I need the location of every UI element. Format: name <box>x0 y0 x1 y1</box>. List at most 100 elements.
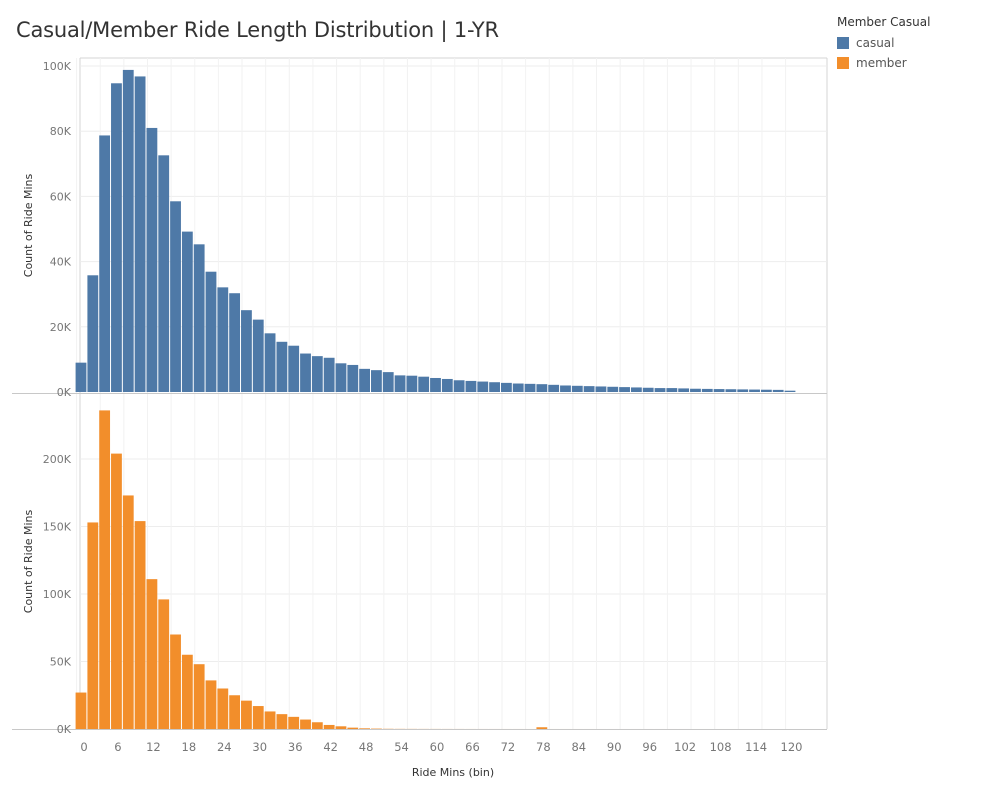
bar-casual-12[interactable]: 12: 81000 <box>146 127 158 392</box>
bar-member-30[interactable]: 30: 17000 <box>252 706 264 729</box>
bar-member-48[interactable]: 48: 500 <box>359 728 371 729</box>
bar-casual-100[interactable]: 100: 1200 <box>666 388 678 392</box>
bar-casual-50[interactable]: 50: 6700 <box>371 370 382 392</box>
bar-member-34[interactable]: 34: 11000 <box>276 714 288 729</box>
y-axis-title: Count of Ride Mins <box>22 510 35 614</box>
bar-casual-40[interactable]: 40: 11000 <box>311 356 323 392</box>
y-tick-label: 60K <box>50 190 72 203</box>
bar-casual-32[interactable]: 32: 18000 <box>264 333 276 392</box>
bar-casual-62[interactable]: 62: 4000 <box>441 378 453 392</box>
bar-member-16[interactable]: 16: 70000 <box>170 634 181 730</box>
bar-casual-58[interactable]: 58: 4700 <box>418 376 430 392</box>
bar-member-0[interactable]: 0: 27000 <box>75 692 87 729</box>
bar-casual-112[interactable]: 112: 800 <box>737 389 749 392</box>
bar-member-20[interactable]: 20: 48000 <box>193 664 205 729</box>
chart-frame <box>12 57 828 730</box>
bar-member-28[interactable]: 28: 21000 <box>241 700 252 729</box>
bar-member-2[interactable]: 2: 153000 <box>87 522 99 729</box>
bar-casual-6[interactable]: 6: 94700 <box>111 83 122 392</box>
x-tick-label: 18 <box>182 740 197 754</box>
bar-casual-36[interactable]: 36: 14200 <box>288 345 300 392</box>
bar-member-18[interactable]: 18: 55000 <box>181 654 193 729</box>
bar-member-38[interactable]: 38: 7000 <box>300 719 311 729</box>
bar-casual-18[interactable]: 18: 49200 <box>181 231 193 392</box>
bar-casual-98[interactable]: 98: 1200 <box>654 388 666 392</box>
bar-member-4[interactable]: 4: 236000 <box>99 410 111 729</box>
bar-casual-4[interactable]: 4: 78700 <box>99 135 111 393</box>
bar-casual-80[interactable]: 80: 2200 <box>548 384 560 392</box>
bar-casual-94[interactable]: 94: 1400 <box>630 387 642 392</box>
y-tick-label: 40K <box>50 256 72 269</box>
bar-casual-88[interactable]: 88: 1700 <box>595 386 607 392</box>
bar-casual-118[interactable]: 118: 650 <box>772 389 784 392</box>
bar-casual-114[interactable]: 114: 750 <box>749 389 760 392</box>
x-tick-label: 108 <box>710 740 732 754</box>
bar-casual-8[interactable]: 8: 98800 <box>122 69 134 393</box>
bar-member-22[interactable]: 22: 36000 <box>205 680 217 729</box>
bar-casual-120[interactable]: 120: 400 <box>784 390 796 392</box>
bar-casual-28[interactable]: 28: 25100 <box>241 310 252 392</box>
bar-casual-76[interactable]: 76: 2500 <box>524 383 536 392</box>
bar-member-8[interactable]: 8: 173000 <box>122 495 134 729</box>
bar-member-42[interactable]: 42: 3000 <box>323 724 335 729</box>
bar-casual-44[interactable]: 44: 8800 <box>335 363 347 392</box>
x-tick-label: 30 <box>252 740 267 754</box>
bar-casual-22[interactable]: 22: 36900 <box>205 271 217 392</box>
bar-casual-2[interactable]: 2: 35800 <box>87 275 99 392</box>
bar-casual-92[interactable]: 92: 1500 <box>619 387 630 392</box>
x-tick-label: 42 <box>323 740 338 754</box>
bar-casual-102[interactable]: 102: 1100 <box>678 388 690 392</box>
bar-casual-0[interactable]: 0: 9000 <box>75 362 87 392</box>
bar-casual-68[interactable]: 68: 3200 <box>477 381 489 392</box>
bar-casual-60[interactable]: 60: 4300 <box>430 377 441 392</box>
bar-casual-48[interactable]: 48: 7100 <box>359 368 371 392</box>
bar-member-36[interactable]: 36: 9000 <box>288 716 300 729</box>
bar-member-14[interactable]: 14: 96000 <box>158 599 170 729</box>
bar-casual-46[interactable]: 46: 8300 <box>347 364 359 392</box>
bar-casual-70[interactable]: 70: 3000 <box>489 382 500 392</box>
bar-casual-54[interactable]: 54: 5100 <box>394 375 406 392</box>
bar-casual-52[interactable]: 52: 6100 <box>382 372 394 392</box>
bar-casual-26[interactable]: 26: 30300 <box>229 293 241 392</box>
bar-casual-56[interactable]: 56: 5000 <box>406 375 418 392</box>
bar-member-6[interactable]: 6: 204000 <box>111 453 122 729</box>
bar-casual-90[interactable]: 90: 1600 <box>607 386 619 392</box>
x-tick-label: 0 <box>80 740 87 754</box>
x-tick-label: 24 <box>217 740 232 754</box>
bar-casual-72[interactable]: 72: 2800 <box>500 382 512 392</box>
bar-casual-24[interactable]: 24: 32100 <box>217 287 229 392</box>
bar-member-32[interactable]: 32: 13000 <box>264 711 276 729</box>
y-tick-label: 20K <box>50 321 72 334</box>
bar-casual-82[interactable]: 82: 2000 <box>560 385 571 392</box>
bar-casual-74[interactable]: 74: 2600 <box>512 383 524 392</box>
bar-casual-30[interactable]: 30: 22200 <box>252 319 264 392</box>
bar-casual-64[interactable]: 64: 3600 <box>453 380 465 392</box>
legend-item-casual[interactable]: casual <box>837 33 930 53</box>
bar-casual-20[interactable]: 20: 45300 <box>193 244 205 392</box>
bar-casual-84[interactable]: 84: 1900 <box>571 385 583 392</box>
bar-casual-16[interactable]: 16: 58500 <box>170 201 181 392</box>
bar-casual-110[interactable]: 110: 850 <box>725 389 737 392</box>
bar-casual-10[interactable]: 10: 96800 <box>134 76 146 392</box>
bar-member-10[interactable]: 10: 154000 <box>134 521 146 729</box>
bar-member-26[interactable]: 26: 25000 <box>229 695 241 729</box>
bar-casual-42[interactable]: 42: 10500 <box>323 357 335 392</box>
bar-member-40[interactable]: 40: 5000 <box>311 722 323 729</box>
bar-member-78[interactable]: 78: 1300 <box>536 727 548 729</box>
bar-casual-116[interactable]: 116: 700 <box>760 389 772 392</box>
bar-casual-108[interactable]: 108: 900 <box>713 389 725 392</box>
bar-casual-104[interactable]: 104: 1000 <box>690 388 701 392</box>
bar-casual-86[interactable]: 86: 1800 <box>583 386 595 392</box>
bar-casual-34[interactable]: 34: 15400 <box>276 341 288 392</box>
bar-member-46[interactable]: 46: 1000 <box>347 727 359 729</box>
bar-casual-106[interactable]: 106: 950 <box>701 388 713 392</box>
bar-casual-78[interactable]: 78: 2400 <box>536 384 548 392</box>
bar-member-44[interactable]: 44: 2000 <box>335 726 347 729</box>
bar-member-12[interactable]: 12: 111000 <box>146 579 158 729</box>
bar-casual-66[interactable]: 66: 3400 <box>465 380 477 392</box>
bar-member-24[interactable]: 24: 30000 <box>217 688 229 730</box>
legend-item-member[interactable]: member <box>837 53 930 73</box>
bar-casual-38[interactable]: 38: 11800 <box>300 353 311 392</box>
bar-casual-96[interactable]: 96: 1300 <box>642 387 654 392</box>
bar-casual-14[interactable]: 14: 72600 <box>158 155 170 392</box>
